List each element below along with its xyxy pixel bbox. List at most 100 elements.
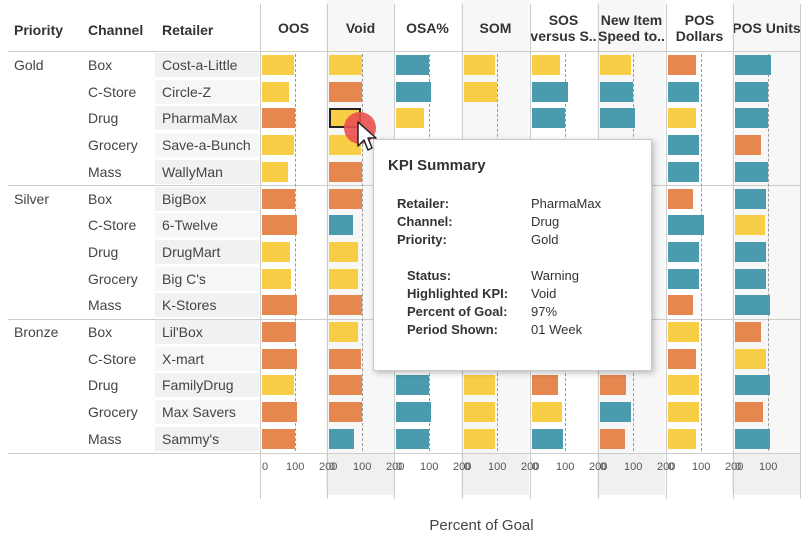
kpi-bar[interactable]: [329, 402, 362, 423]
kpi-column-header[interactable]: Void: [345, 20, 376, 36]
retailer-label[interactable]: PharmaMax: [162, 110, 238, 127]
kpi-bar[interactable]: [668, 295, 693, 316]
retailer-label[interactable]: FamilyDrug: [162, 377, 234, 394]
kpi-bar[interactable]: [600, 402, 631, 423]
kpi-bar[interactable]: [396, 81, 431, 102]
kpi-bar[interactable]: [668, 81, 699, 102]
kpi-bar[interactable]: [262, 108, 295, 129]
kpi-bar[interactable]: [668, 428, 696, 449]
kpi-bar[interactable]: [735, 215, 765, 236]
kpi-bar[interactable]: [262, 215, 297, 236]
kpi-bar[interactable]: [668, 241, 699, 262]
channel-label[interactable]: C-Store: [88, 83, 137, 100]
kpi-bar[interactable]: [262, 322, 296, 342]
kpi-bar[interactable]: [735, 135, 761, 156]
retailer-label[interactable]: Cost-a-Little: [162, 57, 238, 73]
kpi-bar[interactable]: [735, 428, 770, 449]
kpi-bar[interactable]: [464, 375, 495, 396]
kpi-column-header[interactable]: OOS: [277, 20, 310, 36]
kpi-bar[interactable]: [329, 55, 362, 75]
kpi-bar[interactable]: [668, 108, 696, 129]
kpi-bar[interactable]: [532, 402, 562, 423]
kpi-bar[interactable]: [464, 428, 495, 449]
channel-label[interactable]: Box: [88, 190, 113, 207]
kpi-column-header[interactable]: SOM: [479, 20, 512, 36]
kpi-bar[interactable]: [735, 55, 771, 75]
kpi-bar[interactable]: [262, 402, 297, 423]
kpi-bar[interactable]: [464, 402, 495, 423]
kpi-bar[interactable]: [600, 81, 633, 102]
channel-label[interactable]: Grocery: [88, 404, 138, 421]
retailer-label[interactable]: WallyMan: [162, 163, 223, 180]
channel-label[interactable]: Mass: [88, 297, 122, 314]
header-priority[interactable]: Priority: [14, 22, 64, 38]
channel-label[interactable]: Mass: [88, 430, 122, 447]
priority-label[interactable]: Silver: [14, 190, 50, 207]
retailer-label[interactable]: BigBox: [162, 190, 207, 207]
kpi-column-header[interactable]: POS Units: [732, 20, 801, 36]
kpi-bar[interactable]: [668, 402, 699, 423]
kpi-bar[interactable]: [735, 81, 768, 102]
channel-label[interactable]: Drug: [88, 243, 119, 260]
kpi-bar[interactable]: [329, 295, 362, 316]
kpi-bar[interactable]: [329, 215, 353, 236]
kpi-bar[interactable]: [735, 295, 770, 316]
kpi-bar[interactable]: [532, 428, 563, 449]
kpi-bar[interactable]: [668, 215, 704, 236]
channel-label[interactable]: Drug: [88, 377, 119, 394]
kpi-bar[interactable]: [668, 348, 696, 369]
channel-label[interactable]: Grocery: [88, 137, 138, 154]
kpi-column-header[interactable]: OSA%: [406, 20, 449, 36]
kpi-column-header[interactable]: POS Dollars: [675, 12, 724, 44]
kpi-column-header[interactable]: New Item Speed to..: [598, 12, 665, 44]
kpi-bar[interactable]: [735, 241, 766, 262]
channel-label[interactable]: Mass: [88, 163, 122, 180]
kpi-bar[interactable]: [464, 81, 497, 102]
kpi-bar[interactable]: [396, 375, 429, 396]
kpi-bar[interactable]: [668, 161, 699, 182]
retailer-label[interactable]: DrugMart: [162, 243, 221, 260]
retailer-label[interactable]: Sammy's: [162, 430, 220, 447]
kpi-bar[interactable]: [735, 348, 766, 369]
kpi-bar[interactable]: [600, 55, 631, 75]
kpi-bar[interactable]: [668, 135, 699, 156]
kpi-bar[interactable]: [262, 135, 294, 156]
kpi-bar[interactable]: [396, 108, 424, 129]
kpi-bar[interactable]: [600, 428, 625, 449]
kpi-bar[interactable]: [464, 55, 495, 75]
kpi-bar[interactable]: [600, 108, 635, 129]
kpi-bar[interactable]: [735, 322, 761, 342]
kpi-bar[interactable]: [668, 268, 699, 289]
retailer-label[interactable]: Circle-Z: [162, 83, 211, 100]
retailer-label[interactable]: Lil'Box: [162, 324, 203, 340]
channel-label[interactable]: C-Store: [88, 350, 137, 367]
kpi-bar[interactable]: [262, 55, 294, 75]
header-retailer[interactable]: Retailer: [162, 22, 214, 38]
kpi-bar[interactable]: [735, 161, 768, 182]
kpi-bar[interactable]: [668, 375, 699, 396]
kpi-bar[interactable]: [262, 375, 294, 396]
kpi-bar[interactable]: [329, 241, 358, 262]
kpi-bar[interactable]: [262, 295, 297, 316]
kpi-bar[interactable]: [262, 268, 291, 289]
channel-label[interactable]: Box: [88, 57, 113, 73]
kpi-bar[interactable]: [600, 375, 626, 396]
kpi-bar[interactable]: [329, 268, 358, 289]
kpi-bar[interactable]: [735, 108, 768, 129]
header-channel[interactable]: Channel: [88, 22, 144, 38]
kpi-bar[interactable]: [262, 188, 295, 209]
kpi-bar[interactable]: [532, 55, 560, 75]
kpi-bar[interactable]: [668, 322, 699, 342]
kpi-bar[interactable]: [262, 81, 289, 102]
kpi-bar[interactable]: [262, 348, 297, 369]
kpi-bar[interactable]: [396, 402, 431, 423]
kpi-bar[interactable]: [735, 375, 770, 396]
kpi-bar[interactable]: [735, 188, 766, 209]
channel-label[interactable]: Drug: [88, 110, 119, 127]
kpi-bar[interactable]: [262, 161, 288, 182]
kpi-bar[interactable]: [396, 55, 429, 75]
kpi-column-header[interactable]: SOS versus S..: [530, 12, 597, 44]
kpi-bar[interactable]: [329, 348, 361, 369]
kpi-bar[interactable]: [329, 188, 362, 209]
channel-label[interactable]: Box: [88, 324, 113, 340]
